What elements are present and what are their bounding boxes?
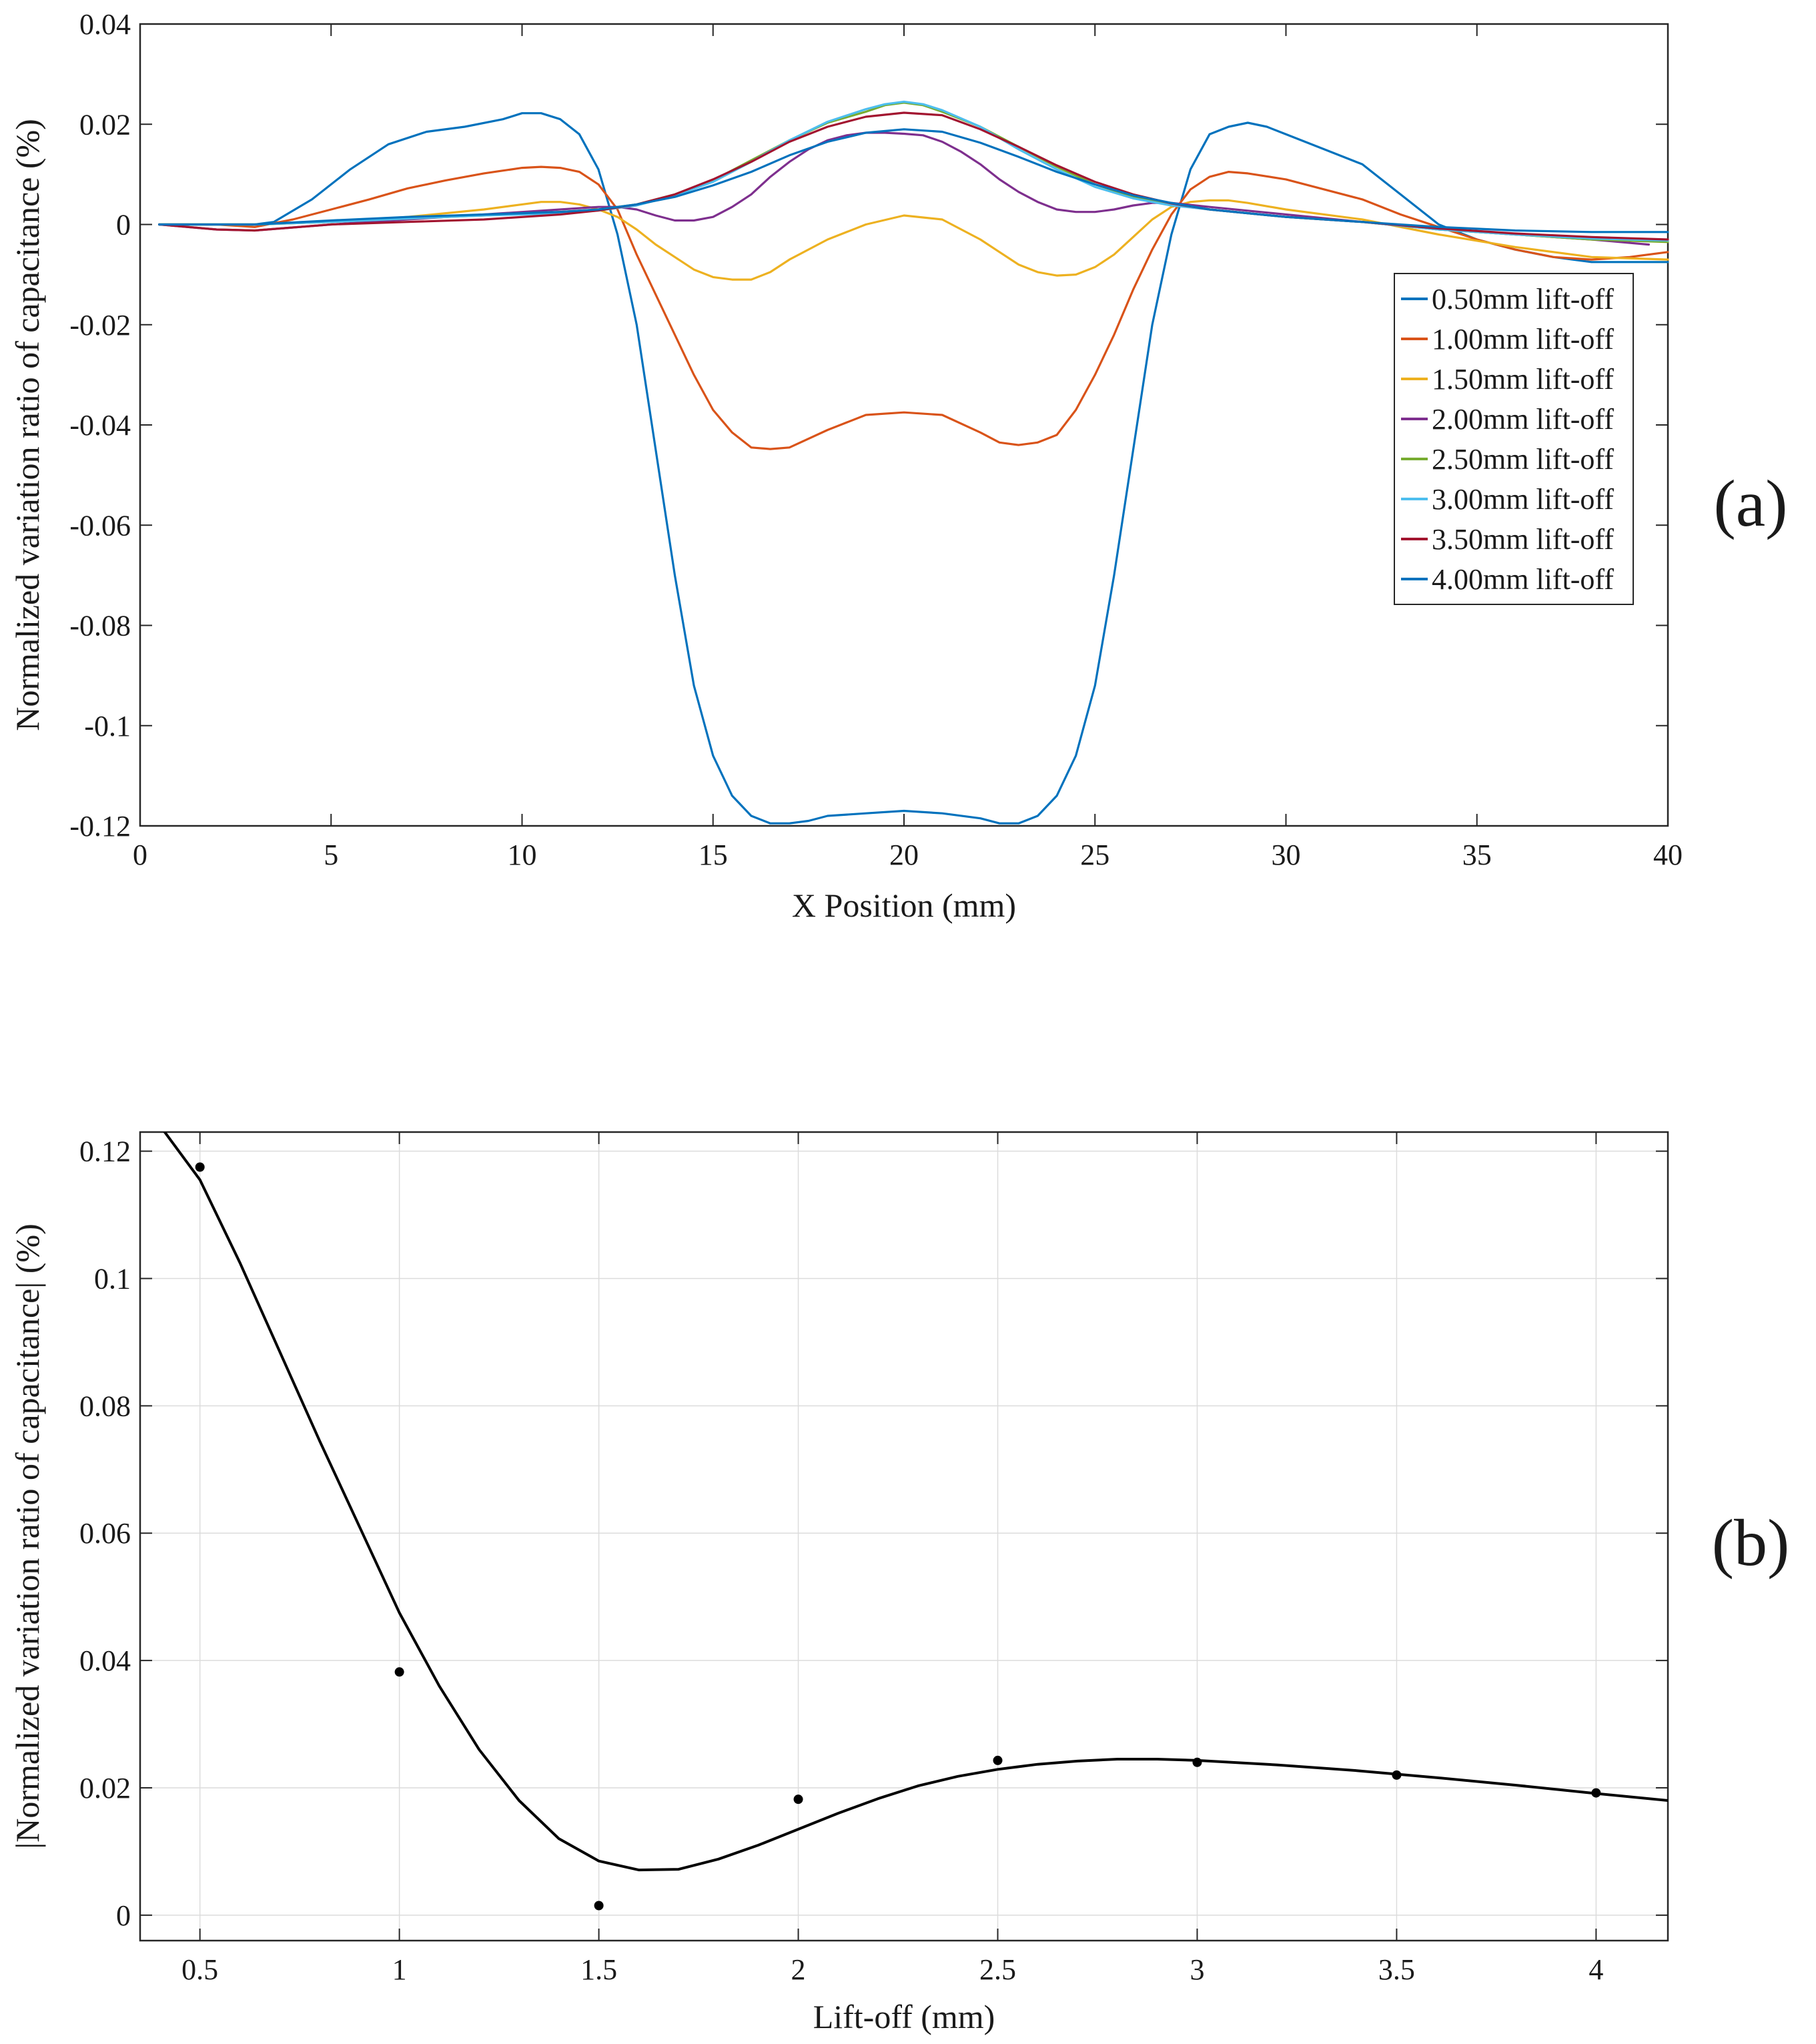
chart-b-x-tick-label: 3.5 xyxy=(1378,1953,1415,1986)
chart-b-y-axis-title: |Normalized variation ratio of capacitan… xyxy=(9,1223,46,1849)
chart-a-x-tick-label: 5 xyxy=(324,839,338,871)
chart-a-x-tick-label: 20 xyxy=(889,839,919,871)
legend-entry: 3.00mm lift-off xyxy=(1432,483,1614,516)
chart-a-y-tick-label: 0.02 xyxy=(79,108,131,141)
chart-a-x-tick-label: 40 xyxy=(1653,839,1683,871)
chart-b-plot-area xyxy=(140,1132,1668,1941)
chart-a-y-tick-label: -0.1 xyxy=(84,710,131,742)
chart-a-y-tick-label: 0 xyxy=(116,209,131,241)
chart-a-y-tick-label: 0.04 xyxy=(79,8,131,41)
legend-entry: 3.50mm lift-off xyxy=(1432,523,1614,556)
chart-a-panel-label: (a) xyxy=(1714,466,1788,540)
chart-b-plot-frame xyxy=(139,1131,1669,1942)
legend-entry: 2.50mm lift-off xyxy=(1432,443,1614,476)
chart-b-data-point xyxy=(195,1162,205,1172)
chart-b-y-tick-label: 0.04 xyxy=(79,1644,131,1677)
chart-a-x-tick-label: 0 xyxy=(133,839,147,871)
chart-b-data-point xyxy=(594,1901,604,1911)
chart-b: 0.5 1 1.5 2 2.5 3 3.5 4 0 0.02 0.04 0.06 0.08 0.1 0.12… xyxy=(9,1131,1790,2035)
chart-a-y-tick-label: -0.06 xyxy=(69,509,131,542)
chart-a-y-tick-label: -0.08 xyxy=(69,610,131,642)
chart-a-x-tick-label: 30 xyxy=(1272,839,1301,871)
chart-b-data-point xyxy=(993,1755,1003,1765)
chart-a-legend: 0.50mm lift-off 1.00mm lift-off 1.50mm lif… xyxy=(1394,273,1634,605)
chart-a-y-tick-label: -0.02 xyxy=(69,309,131,342)
legend-box xyxy=(1394,273,1634,605)
chart-b-panel-label: (b) xyxy=(1712,1506,1790,1580)
chart-a-series-line-2 xyxy=(158,199,1669,281)
chart-b-x-tick-label: 4 xyxy=(1588,1953,1603,1986)
legend-entry: 2.00mm lift-off xyxy=(1432,403,1614,436)
chart-a-y-tick-label: -0.04 xyxy=(69,409,131,442)
chart-b-y-tick-label: 0 xyxy=(116,1899,131,1932)
chart-b-x-axis-title: Lift-off (mm) xyxy=(813,1998,995,2035)
legend-entry: 4.00mm lift-off xyxy=(1432,563,1614,596)
chart-a-y-axis-title: Normalized variation ratio of capacitanc… xyxy=(9,119,46,731)
chart-b-y-tick-label: 0.02 xyxy=(79,1772,131,1805)
chart-b-x-tick-label: 3 xyxy=(1190,1953,1204,1986)
chart-b-ticks: 0.5 1 1.5 2 2.5 3 3.5 4 0 0.02 0.04 0.06 0.08 0.1 0.12 xyxy=(79,1132,1668,1986)
chart-b-data-point xyxy=(793,1795,803,1805)
chart-a-y-tick-label: -0.12 xyxy=(69,810,131,843)
chart-a-series xyxy=(158,100,1669,825)
chart-a-x-tick-label: 25 xyxy=(1080,839,1109,871)
chart-a-series-line-1 xyxy=(158,165,1669,450)
legend-entry: 1.50mm lift-off xyxy=(1432,363,1614,396)
chart-a-x-tick-label: 15 xyxy=(699,839,728,871)
chart-a-x-tick-label: 35 xyxy=(1462,839,1492,871)
legend-entry: 0.50mm lift-off xyxy=(1432,283,1614,316)
chart-b-x-tick-label: 0.5 xyxy=(181,1953,218,1986)
chart-b-data-point xyxy=(394,1667,404,1677)
chart-b-x-tick-label: 2.5 xyxy=(979,1953,1016,1986)
chart-b-grid xyxy=(140,1132,1668,1941)
chart-a-x-axis-title: X Position (mm) xyxy=(792,887,1016,924)
chart-a-ticks: 0 5 10 15 20 25 30 35 40 0.04 0.02 0 -0.02 -0.04 -0.06… xyxy=(69,8,1683,871)
chart-b-y-tick-label: 0.12 xyxy=(79,1135,131,1168)
chart-b-series-line-1 xyxy=(163,1132,1668,1872)
legend-entry: 1.00mm lift-off xyxy=(1432,323,1614,356)
chart-a: 0 5 10 15 20 25 30 35 40 0.04 0.02 0 -0.02 -0.04 -0.06… xyxy=(9,8,1788,924)
chart-b-y-tick-label: 0.08 xyxy=(79,1390,131,1422)
chart-b-series xyxy=(163,1132,1668,1911)
chart-a-series-line-7 xyxy=(158,128,1669,233)
chart-b-x-tick-label: 2 xyxy=(791,1953,806,1986)
chart-b-x-tick-label: 1 xyxy=(392,1953,407,1986)
chart-b-y-tick-label: 0.1 xyxy=(94,1262,131,1295)
chart-b-x-tick-label: 1.5 xyxy=(580,1953,617,1986)
chart-b-y-tick-label: 0.06 xyxy=(79,1517,131,1550)
chart-a-x-tick-label: 10 xyxy=(508,839,537,871)
chart-a-series-line-0 xyxy=(158,112,1669,825)
